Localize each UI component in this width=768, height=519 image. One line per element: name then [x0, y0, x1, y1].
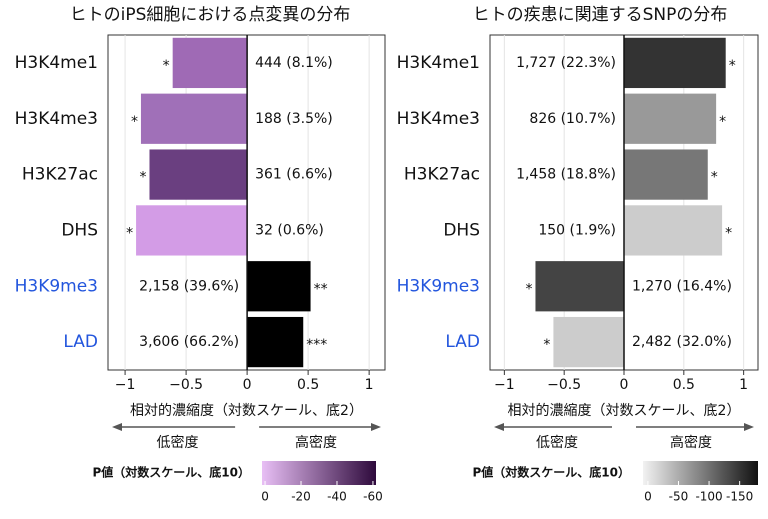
colorbar-tick-label: -150	[726, 490, 753, 504]
colorbar-tick-label: -100	[695, 490, 722, 504]
chart-title: ヒトの疾患に関連するSNPの分布	[473, 5, 728, 25]
category-label: H3K27ac	[404, 165, 480, 185]
low-density-label: 低密度	[536, 434, 578, 451]
count-label: 361 (6.6%)	[255, 167, 333, 183]
count-label: 1,270 (16.4%)	[632, 278, 732, 294]
colorbar-label: P値（対数スケール、底10）	[473, 465, 631, 480]
count-label: 1,727 (22.3%)	[516, 55, 616, 71]
category-label: H3K9me3	[15, 276, 98, 296]
significance-stars: ***	[306, 337, 327, 353]
x-tick-label: −1	[115, 377, 136, 393]
x-axis-label: 相対的濃縮度（対数スケール、底2）	[508, 403, 741, 419]
x-tick-label: −0.5	[169, 377, 203, 393]
bar	[624, 205, 723, 256]
bar	[624, 37, 726, 89]
significance-stars: *	[543, 337, 550, 353]
colorbar-tick-label: -50	[669, 490, 689, 504]
significance-stars: *	[711, 170, 718, 186]
high-density-label: 高密度	[295, 434, 337, 451]
significance-stars: *	[525, 281, 532, 297]
arrowhead-high	[371, 423, 381, 431]
significance-stars: *	[725, 225, 732, 241]
category-label: DHS	[443, 220, 480, 240]
count-label: 32 (0.6%)	[255, 222, 324, 238]
x-tick-label: 1	[739, 377, 748, 393]
significance-stars: *	[719, 114, 726, 130]
arrowhead-low	[112, 423, 122, 431]
category-label: LAD	[445, 332, 480, 352]
bar	[247, 316, 304, 368]
significance-stars: *	[131, 114, 138, 130]
x-tick-label: −0.5	[547, 377, 581, 393]
bar	[535, 261, 624, 312]
arrowhead-low	[494, 423, 504, 431]
x-tick-label: 1	[365, 377, 374, 393]
category-label: DHS	[61, 220, 98, 240]
colorbar-tick-label: 0	[644, 490, 652, 504]
x-tick-label: 0	[620, 377, 629, 393]
significance-stars: *	[729, 58, 736, 74]
count-label: 2,482 (32.0%)	[632, 334, 732, 350]
bar	[136, 205, 248, 256]
x-tick-label: −1	[494, 377, 515, 393]
bar	[624, 149, 708, 200]
count-label: 826 (10.7%)	[529, 111, 616, 127]
bar	[247, 261, 311, 312]
bar	[149, 149, 248, 200]
arrowhead-high	[744, 423, 754, 431]
count-label: 2,158 (39.6%)	[139, 278, 239, 294]
bar	[140, 93, 248, 144]
colorbar	[262, 461, 376, 485]
bar	[553, 316, 624, 368]
significance-stars: **	[314, 281, 328, 297]
category-label: H3K27ac	[22, 165, 98, 185]
x-tick-label: 0.5	[673, 377, 695, 393]
chart-title: ヒトのiPS細胞における点変異の分布	[70, 5, 351, 25]
count-label: 3,606 (66.2%)	[139, 334, 239, 350]
bar	[172, 37, 248, 89]
count-label: 150 (1.9%)	[538, 222, 616, 238]
category-label: H3K4me1	[397, 53, 480, 73]
colorbar-tick-label: -20	[291, 490, 311, 504]
category-label: H3K4me1	[15, 53, 98, 73]
colorbar-tick-label: 0	[261, 490, 269, 504]
category-label: H3K9me3	[397, 276, 480, 296]
colorbar-tick-label: -60	[363, 490, 383, 504]
x-axis-label: 相対的濃縮度（対数スケール、底2）	[130, 403, 363, 419]
x-tick-label: 0	[243, 377, 252, 393]
x-tick-label: 0.5	[297, 377, 319, 393]
bar	[624, 93, 717, 144]
significance-stars: *	[139, 170, 146, 186]
category-label: H3K4me3	[15, 109, 98, 129]
count-label: 1,458 (18.8%)	[516, 167, 616, 183]
colorbar	[643, 461, 758, 485]
colorbar-label: P値（対数スケール、底10）	[93, 465, 251, 480]
category-label: LAD	[63, 332, 98, 352]
high-density-label: 高密度	[670, 434, 712, 451]
significance-stars: *	[126, 225, 133, 241]
colorbar-tick-label: -40	[327, 490, 347, 504]
significance-stars: *	[163, 58, 170, 74]
low-density-label: 低密度	[157, 434, 199, 451]
count-label: 188 (3.5%)	[255, 111, 333, 127]
category-label: H3K4me3	[397, 109, 480, 129]
count-label: 444 (8.1%)	[255, 55, 333, 71]
